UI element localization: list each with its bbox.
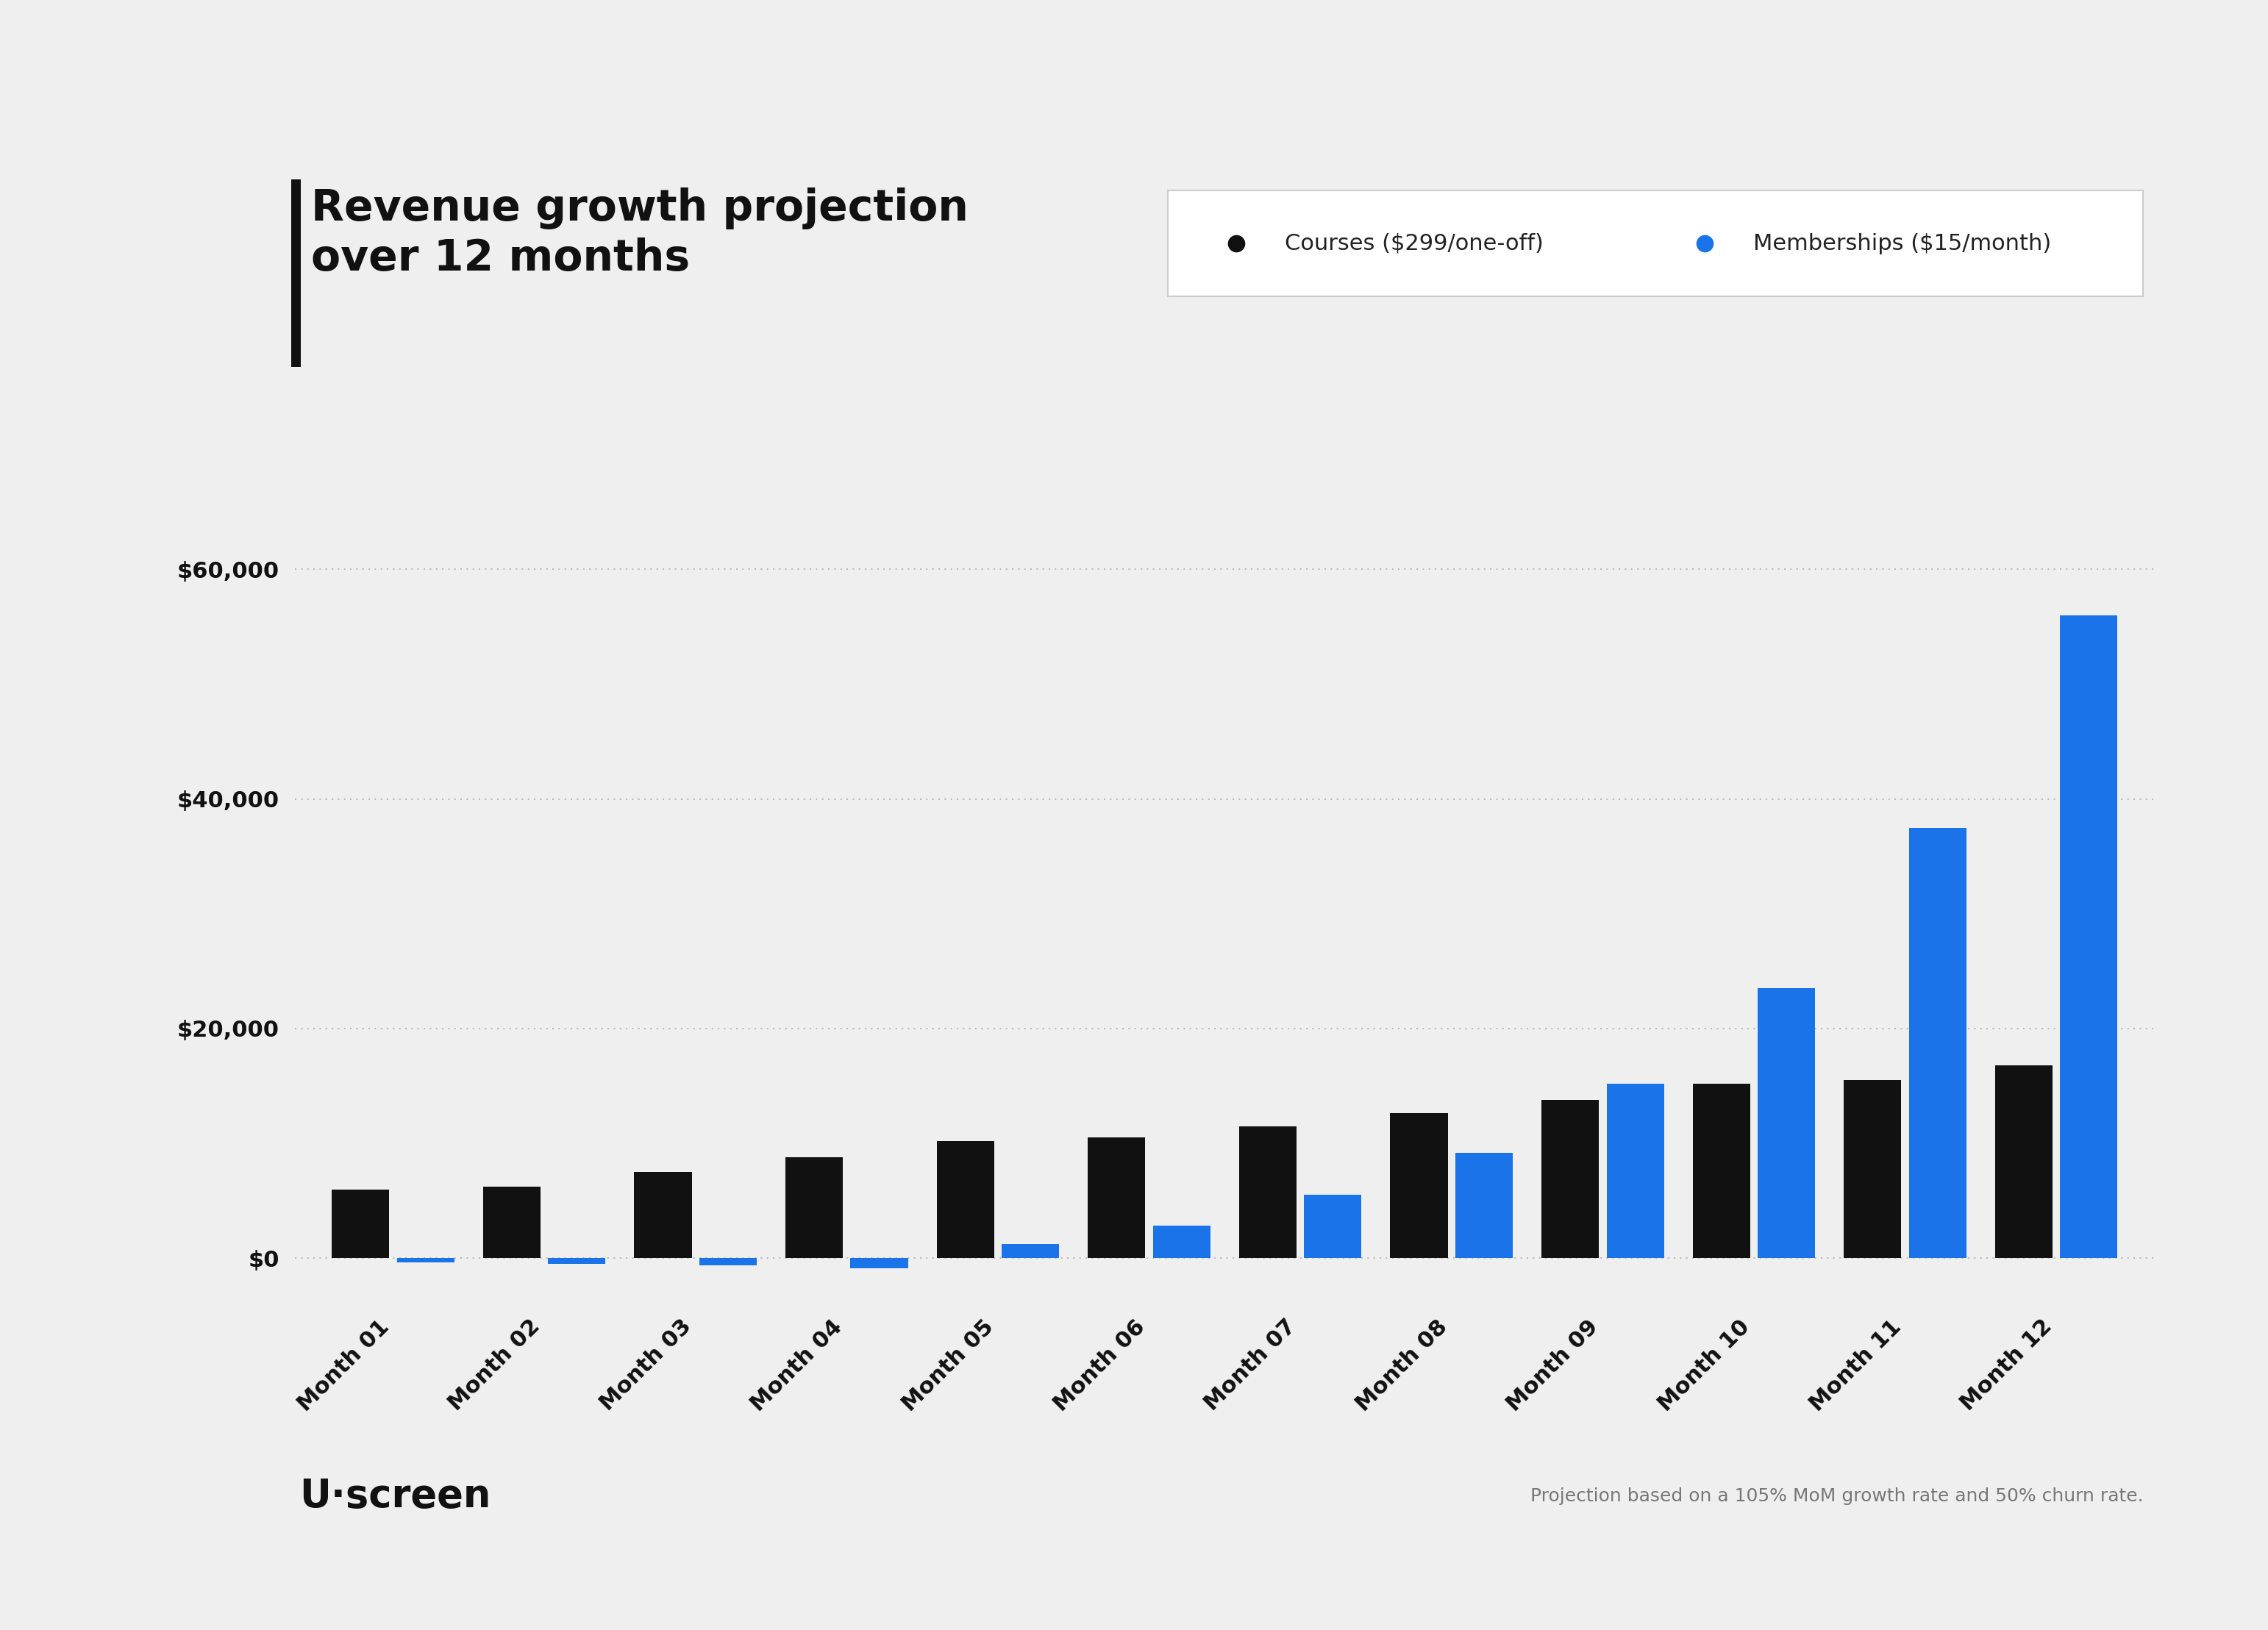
Bar bbox=[1692, 1084, 1751, 1258]
Bar bbox=[1844, 1081, 1901, 1258]
Bar bbox=[1304, 1195, 1361, 1258]
Text: Revenue growth projection
over 12 months: Revenue growth projection over 12 months bbox=[311, 187, 968, 279]
Text: Memberships ($15/month): Memberships ($15/month) bbox=[1753, 233, 2050, 254]
Text: Courses ($299/one-off): Courses ($299/one-off) bbox=[1286, 233, 1545, 254]
Bar bbox=[1996, 1066, 2053, 1258]
Bar bbox=[1002, 1244, 1059, 1258]
Bar bbox=[1456, 1152, 1513, 1258]
Bar bbox=[331, 1190, 390, 1258]
Bar bbox=[851, 1258, 907, 1268]
Text: U·screen: U·screen bbox=[299, 1477, 490, 1516]
Bar bbox=[785, 1157, 844, 1258]
Bar bbox=[699, 1258, 758, 1265]
Bar bbox=[483, 1187, 540, 1258]
Bar bbox=[937, 1141, 993, 1258]
Bar bbox=[549, 1258, 606, 1263]
Bar bbox=[1089, 1138, 1145, 1258]
Bar bbox=[1606, 1084, 1665, 1258]
Bar bbox=[1238, 1126, 1297, 1258]
Bar bbox=[1152, 1226, 1211, 1258]
Bar bbox=[635, 1172, 692, 1258]
Text: Projection based on a 105% MoM growth rate and 50% churn rate.: Projection based on a 105% MoM growth ra… bbox=[1531, 1488, 2143, 1504]
Bar bbox=[397, 1258, 454, 1263]
Bar bbox=[1910, 828, 1966, 1258]
Bar bbox=[1758, 988, 1814, 1258]
Bar bbox=[2059, 615, 2118, 1258]
Bar bbox=[1390, 1113, 1447, 1258]
Bar bbox=[1542, 1100, 1599, 1258]
